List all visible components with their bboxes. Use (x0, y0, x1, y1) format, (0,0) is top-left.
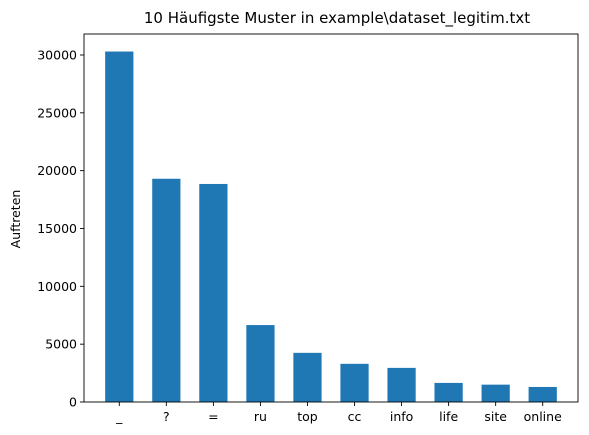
y-tick-label: 10000 (37, 279, 77, 294)
bar-0 (105, 51, 134, 403)
y-axis-title: Auftreten (8, 190, 23, 249)
bar-2 (199, 183, 228, 402)
x-tick-label: site (484, 409, 507, 424)
chart-title: 10 Häufigste Muster in example\dataset_l… (144, 9, 530, 28)
y-tick-label: 25000 (37, 105, 77, 120)
bar-4 (293, 352, 322, 402)
y-tick-label: 5000 (45, 337, 77, 352)
x-tick-label: _ (115, 409, 123, 424)
x-tick-label: = (208, 409, 218, 424)
y-tick-label: 0 (69, 395, 77, 410)
x-tick-label: ru (254, 409, 267, 424)
y-tick-label: 20000 (37, 163, 77, 178)
x-axis: _? = ru top cc info life site online (115, 402, 562, 424)
bar-1 (152, 178, 181, 402)
x-tick-label: cc (348, 409, 362, 424)
bar-6 (387, 367, 416, 402)
y-axis: 0 5000 10000 15000 20000 25000 30000 (37, 47, 84, 410)
bar-9 (528, 386, 557, 402)
x-tick-label: life (439, 409, 458, 424)
x-tick-label: ? (163, 409, 170, 424)
x-tick-label: info (390, 409, 413, 424)
x-tick-label: top (297, 409, 318, 424)
bar-7 (434, 382, 463, 402)
bar-5 (340, 363, 369, 402)
bars-group (105, 51, 557, 403)
y-tick-label: 15000 (37, 221, 77, 236)
plot-area-frame (83, 33, 579, 403)
x-tick-label: online (524, 409, 562, 424)
y-tick-label: 30000 (37, 47, 77, 62)
bar-3 (246, 325, 275, 402)
bar-8 (481, 384, 510, 402)
